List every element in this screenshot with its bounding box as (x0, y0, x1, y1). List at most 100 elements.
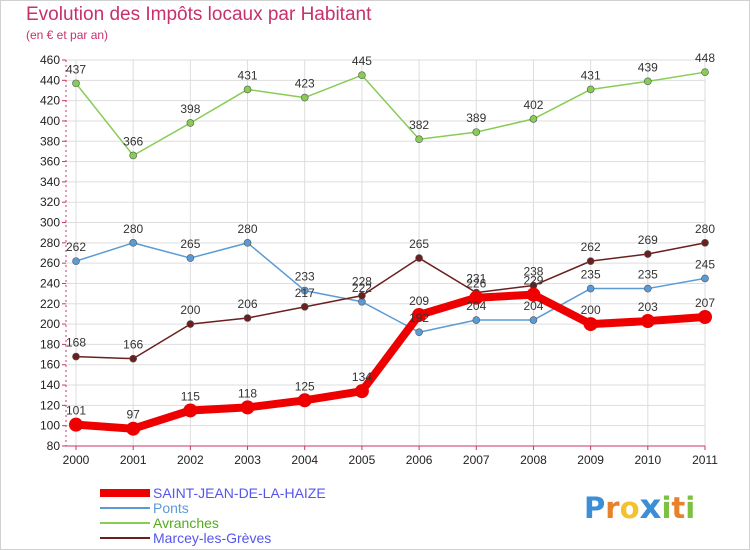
data-point (243, 239, 252, 247)
data-label: 235 (638, 268, 658, 282)
data-point (186, 119, 195, 127)
data-point (72, 352, 80, 361)
y-tick-label: 320 (40, 195, 60, 209)
data-point (243, 85, 252, 94)
logo-letter: i (661, 491, 672, 525)
logo-letter: r (605, 491, 620, 525)
data-label: 118 (238, 386, 257, 400)
data-point (415, 328, 423, 337)
data-point (412, 307, 427, 322)
series-line-2 (75, 71, 706, 157)
data-point (358, 291, 366, 300)
x-tick-label: 2000 (63, 453, 90, 467)
data-point (129, 151, 137, 160)
series-line-1 (75, 242, 706, 333)
x-tick-label: 2011 (692, 453, 718, 467)
data-point (701, 239, 709, 247)
data-label: 398 (180, 102, 200, 116)
proxiti-logo: Proxiti (584, 487, 695, 527)
data-point (300, 286, 309, 295)
data-label: 200 (180, 303, 200, 317)
data-point (297, 393, 312, 408)
x-tick-label: 2005 (349, 453, 376, 467)
series-line-0 (75, 290, 706, 433)
data-label: 431 (238, 68, 258, 82)
y-tick-label: 460 (40, 53, 60, 67)
data-point (472, 316, 481, 324)
data-label: 280 (695, 222, 715, 236)
data-label: 229 (523, 274, 543, 288)
data-label: 439 (638, 60, 658, 74)
x-tick-label: 2004 (291, 453, 318, 467)
y-tick-label: 80 (47, 439, 61, 453)
data-point (586, 85, 595, 94)
data-point (240, 400, 255, 415)
y-tick-label: 280 (40, 236, 60, 250)
data-label: 366 (123, 134, 143, 148)
data-point (644, 284, 652, 293)
data-point (243, 314, 252, 322)
data-point (701, 68, 709, 76)
data-label: 238 (523, 265, 543, 279)
logo-letter: o (619, 491, 640, 525)
data-point (469, 290, 484, 305)
data-point (640, 314, 655, 329)
data-point (701, 274, 709, 283)
data-label: 115 (181, 389, 200, 403)
data-point (183, 403, 198, 418)
y-tick-label: 180 (40, 337, 60, 351)
logo-letter: x (639, 487, 662, 527)
y-tick-label: 300 (40, 216, 60, 230)
y-tick-label: 160 (40, 358, 60, 372)
data-point (526, 287, 541, 302)
data-label: 222 (352, 281, 372, 295)
y-tick-label: 100 (40, 419, 60, 433)
data-point (529, 115, 538, 123)
x-tick-label: 2009 (577, 453, 604, 467)
y-tick-label: 360 (40, 155, 60, 169)
data-label: 269 (638, 233, 658, 247)
data-label: 280 (238, 222, 258, 236)
data-label: 389 (466, 111, 486, 125)
series-line-3 (75, 242, 706, 360)
data-point (586, 284, 595, 293)
y-tick-label: 200 (40, 317, 60, 331)
data-point (69, 417, 83, 432)
data-point (586, 257, 595, 265)
data-label: 235 (581, 268, 601, 282)
data-label: 101 (66, 404, 86, 418)
x-tick-label: 2008 (520, 453, 547, 467)
data-point (415, 254, 423, 262)
data-point (583, 317, 598, 332)
data-label: 204 (523, 299, 543, 313)
data-label: 448 (695, 51, 715, 65)
data-point (300, 303, 309, 311)
data-point (698, 309, 712, 324)
y-tick-label: 420 (40, 94, 60, 108)
data-label: 207 (695, 296, 715, 310)
data-point (126, 421, 141, 436)
data-label: 231 (466, 272, 486, 286)
data-label: 265 (180, 237, 200, 251)
data-point (186, 320, 195, 328)
y-tick-label: 380 (40, 134, 60, 148)
y-tick-label: 140 (40, 378, 60, 392)
y-tick-label: 120 (40, 398, 60, 412)
y-tick-label: 260 (40, 256, 60, 270)
data-label: 204 (466, 299, 486, 313)
y-tick-label: 400 (40, 114, 60, 128)
data-label: 125 (295, 379, 315, 393)
data-point (72, 79, 80, 88)
data-point (354, 384, 369, 399)
data-label: 233 (295, 270, 315, 284)
data-label: 97 (127, 408, 141, 422)
data-label: 203 (638, 300, 658, 314)
x-tick-label: 2006 (406, 453, 433, 467)
data-label: 280 (123, 222, 143, 236)
x-tick-label: 2002 (177, 453, 204, 467)
data-point (415, 135, 423, 144)
data-label: 166 (123, 338, 143, 352)
data-label: 431 (581, 68, 601, 82)
